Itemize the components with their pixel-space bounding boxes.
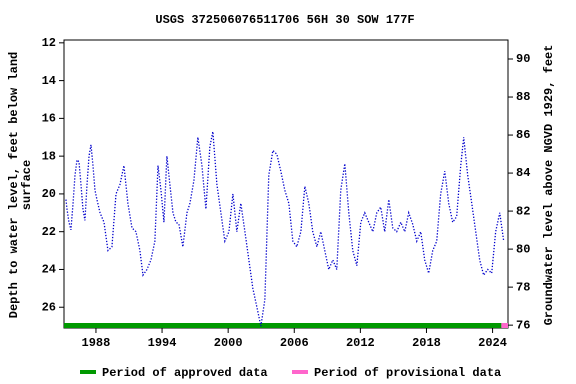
x-tick-label: 2000: [214, 336, 243, 350]
x-tick-label: 2006: [280, 336, 309, 350]
x-tick-label: 2018: [412, 336, 441, 350]
y-tick-label: 20: [42, 187, 56, 201]
x-tick-label: 2012: [346, 336, 375, 350]
period-bar: [501, 323, 508, 328]
legend-swatch: [80, 370, 96, 374]
y-tick-label: 16: [42, 112, 56, 126]
y2-tick-label: 82: [516, 204, 530, 218]
legend-label: Period of approved data: [102, 366, 268, 380]
y-tick-label: 24: [42, 263, 56, 277]
legend-label: Period of provisional data: [314, 366, 501, 380]
y2-tick-label: 76: [516, 318, 530, 332]
y-tick-label: 12: [42, 36, 56, 50]
y2-tick-label: 90: [516, 52, 530, 66]
x-tick-label: 1988: [82, 336, 111, 350]
y2-axis-label: Groundwater level above NGVD 1929, feet: [542, 45, 556, 326]
y-tick-label: 18: [42, 149, 56, 163]
y-label-group: Depth to water level, feet below land su…: [7, 52, 34, 318]
data-line: [65, 131, 505, 327]
plot-frame: [63, 39, 509, 329]
y-tick-label: 22: [42, 225, 56, 239]
y-axis-label: Depth to water level, feet below land: [7, 52, 21, 318]
y2-tick-label: 84: [516, 166, 530, 180]
y2-tick-label: 86: [516, 128, 530, 142]
legend-swatch: [292, 370, 308, 374]
y2-tick-label: 80: [516, 242, 530, 256]
y-tick-label: 14: [42, 74, 56, 88]
y2-label-group: Groundwater level above NGVD 1929, feet: [542, 45, 556, 326]
chart-title: USGS 372506076511706 56H 30 SOW 177F: [155, 13, 414, 27]
y2-tick-label: 88: [516, 90, 530, 104]
y-tick-label: 26: [42, 300, 56, 314]
period-bar: [64, 323, 502, 328]
x-tick-label: 1994: [148, 336, 177, 350]
y2-tick-label: 78: [516, 280, 530, 294]
y-axis-label: surface: [20, 160, 34, 210]
x-tick-label: 2024: [478, 336, 507, 350]
